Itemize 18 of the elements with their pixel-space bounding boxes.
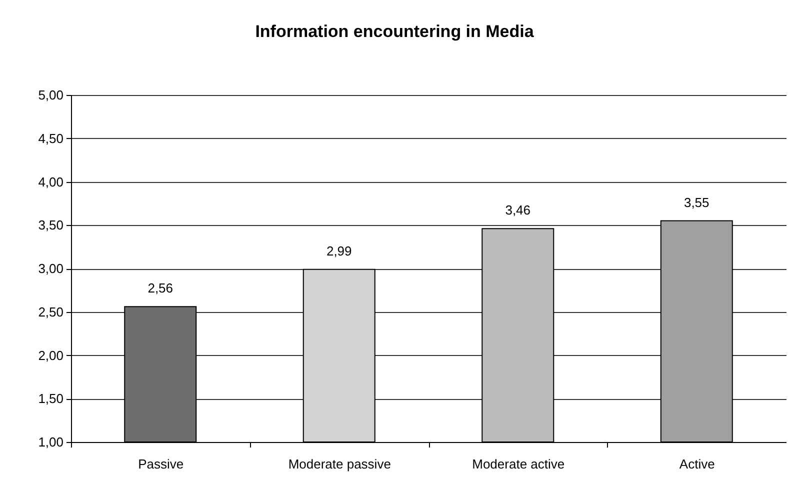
x-tick-label: Moderate passive <box>288 456 391 472</box>
x-tick-label: Moderate active <box>472 456 565 472</box>
y-tick-label: 1,50 <box>38 391 64 406</box>
y-tick-label: 4,00 <box>38 174 64 190</box>
y-tick-label: 4,50 <box>38 130 64 146</box>
y-tick-label: 5,00 <box>38 88 64 102</box>
chart-title: Information encountering in Media <box>255 22 534 41</box>
data-label: 2,56 <box>148 280 174 296</box>
y-tick-label: 3,50 <box>38 218 64 233</box>
y-tick-label: 2,00 <box>38 348 64 363</box>
y-tick-label: 3,00 <box>38 261 64 276</box>
y-tick-label: 1,00 <box>38 434 64 450</box>
x-tick-label: Passive <box>138 456 184 472</box>
data-label: 3,46 <box>505 202 531 218</box>
data-label: 2,99 <box>326 243 352 258</box>
x-tick-label: Active <box>679 456 715 472</box>
y-tick-label: 2,50 <box>38 304 64 320</box>
data-label: 3,55 <box>684 194 710 210</box>
